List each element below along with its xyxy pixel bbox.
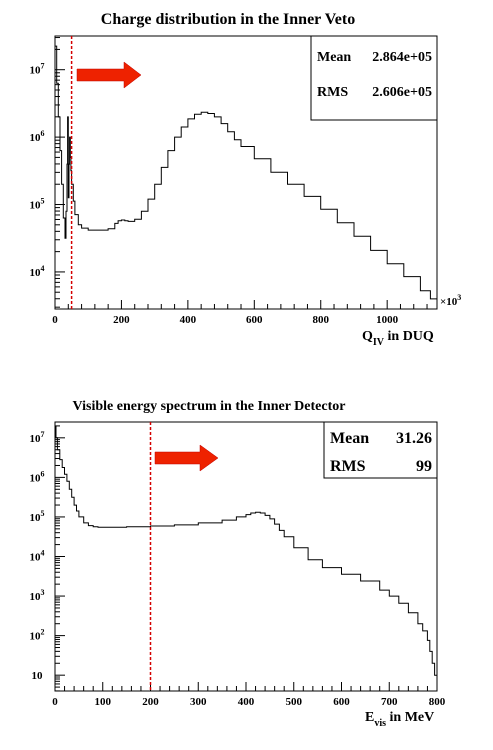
x-tick-label: 200: [142, 696, 159, 708]
y-tick-label: 107: [30, 430, 45, 445]
stat-rms-label: RMS: [317, 85, 348, 100]
x-axis-label: Evis in MeV: [365, 710, 434, 729]
y-tick-label: 106: [30, 129, 45, 144]
chart-title: Charge distribution in the Inner Veto: [101, 11, 355, 28]
chart-title: Visible energy spectrum in the Inner Det…: [73, 399, 346, 414]
stat-mean-value: 2.864e+05: [372, 50, 432, 65]
y-tick-label: 107: [30, 62, 45, 77]
x-tick-label: 600: [333, 696, 350, 708]
stat-rms-value: 99: [416, 458, 432, 475]
stats-box: [310, 35, 438, 121]
y-tick-label: 10: [32, 670, 44, 682]
y-tick-label: 105: [30, 197, 45, 212]
histogram-line: [55, 425, 438, 684]
x-tick-label: 700: [381, 696, 398, 708]
y-tick-label: 103: [30, 588, 45, 603]
x-tick-label: 400: [238, 696, 255, 708]
x-tick-label: 0: [52, 314, 58, 326]
right-arrow-icon: [76, 61, 142, 89]
x-tick-label: 500: [286, 696, 303, 708]
y-tick-label: 104: [30, 264, 45, 279]
x-exponent-label: ×103: [440, 293, 461, 308]
x-tick-label: 400: [180, 314, 197, 326]
plot-area: 0 100 200 300 400 500 600 700 800 10 102 103 104 105 1…: [30, 421, 446, 708]
stat-mean-label: Mean: [317, 50, 351, 65]
y-tick-label: 104: [30, 549, 45, 564]
x-tick-label: 600: [246, 314, 263, 326]
y-tick-label: 106: [30, 469, 45, 484]
stats-box: [323, 421, 438, 479]
stat-rms-value: 2.606e+05: [372, 85, 432, 100]
stat-mean-value: 31.26: [396, 430, 432, 447]
x-tick-label: 300: [190, 696, 207, 708]
stat-mean-label: Mean: [330, 430, 369, 447]
right-arrow-icon: [154, 444, 219, 472]
y-tick-label: 105: [30, 509, 45, 524]
x-tick-label: 800: [312, 314, 329, 326]
stat-rms-label: RMS: [330, 458, 366, 475]
y-tick-label: 102: [30, 628, 45, 643]
x-axis-label: QIV in DUQ: [362, 329, 434, 348]
x-tick-label: 0: [52, 696, 58, 708]
x-tick-label: 100: [95, 696, 112, 708]
x-tick-label: 1000: [376, 314, 399, 326]
panel-inner-veto: Charge distribution in the Inner Veto 0 2…: [30, 11, 462, 348]
panel-inner-detector: Visible energy spectrum in the Inner Det…: [30, 399, 446, 729]
plot-area: 0 200 400 600 800 1000 104 105 106 107: [30, 35, 438, 326]
x-tick-label: 200: [113, 314, 130, 326]
x-tick-label: 800: [429, 696, 446, 708]
histogram-line: [55, 45, 438, 306]
